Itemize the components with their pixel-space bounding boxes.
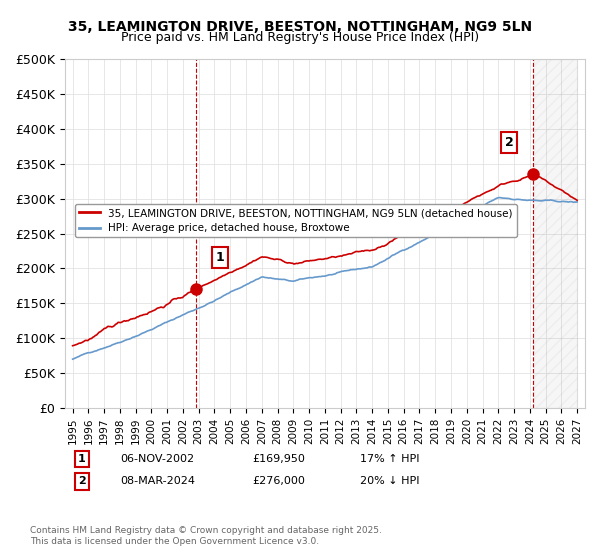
Text: Price paid vs. HM Land Registry's House Price Index (HPI): Price paid vs. HM Land Registry's House … (121, 31, 479, 44)
Text: 1: 1 (78, 454, 86, 464)
Text: 20% ↓ HPI: 20% ↓ HPI (360, 477, 419, 487)
Text: 35, LEAMINGTON DRIVE, BEESTON, NOTTINGHAM, NG9 5LN: 35, LEAMINGTON DRIVE, BEESTON, NOTTINGHA… (68, 20, 532, 34)
Text: 08-MAR-2024: 08-MAR-2024 (120, 477, 195, 487)
Text: £276,000: £276,000 (252, 477, 305, 487)
Text: Contains HM Land Registry data © Crown copyright and database right 2025.
This d: Contains HM Land Registry data © Crown c… (30, 526, 382, 546)
Text: 2: 2 (505, 136, 514, 149)
Legend: 35, LEAMINGTON DRIVE, BEESTON, NOTTINGHAM, NG9 5LN (detached house), HPI: Averag: 35, LEAMINGTON DRIVE, BEESTON, NOTTINGHA… (75, 204, 517, 237)
Text: 06-NOV-2002: 06-NOV-2002 (120, 454, 194, 464)
Text: 17% ↑ HPI: 17% ↑ HPI (360, 454, 419, 464)
Text: 1: 1 (215, 251, 224, 264)
Text: £169,950: £169,950 (252, 454, 305, 464)
Text: 2: 2 (78, 477, 86, 487)
